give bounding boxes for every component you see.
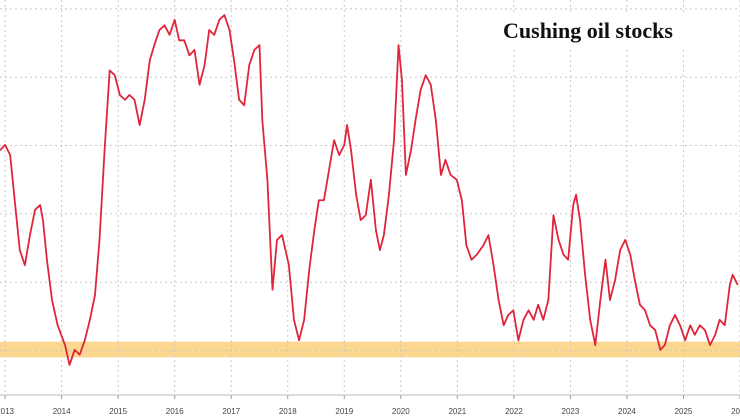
x-tick-label: 2024 xyxy=(618,407,636,416)
x-tick-label: 2019 xyxy=(335,407,353,416)
x-tick-label: 2017 xyxy=(222,407,240,416)
x-tick-label: 2014 xyxy=(53,407,71,416)
x-tick-label: 2020 xyxy=(392,407,410,416)
line-series xyxy=(0,14,739,366)
chart-title: Cushing oil stocks xyxy=(503,18,673,43)
x-tick-label: 2021 xyxy=(448,407,466,416)
plot-background xyxy=(0,0,740,399)
x-tick-label: 2018 xyxy=(279,407,297,416)
x-tick-label: 2026 xyxy=(731,407,740,416)
title-box xyxy=(474,14,702,50)
x-tick-label: 2022 xyxy=(505,407,523,416)
x-tick-label: 2015 xyxy=(109,407,127,416)
x-tick-label: 2013 xyxy=(0,407,15,416)
plot-marks xyxy=(0,14,739,366)
highlight-band xyxy=(0,341,740,358)
x-tick-label: 2016 xyxy=(166,407,184,416)
x-tick-label: 2023 xyxy=(562,407,580,416)
x-tick-label: 2025 xyxy=(675,407,693,416)
